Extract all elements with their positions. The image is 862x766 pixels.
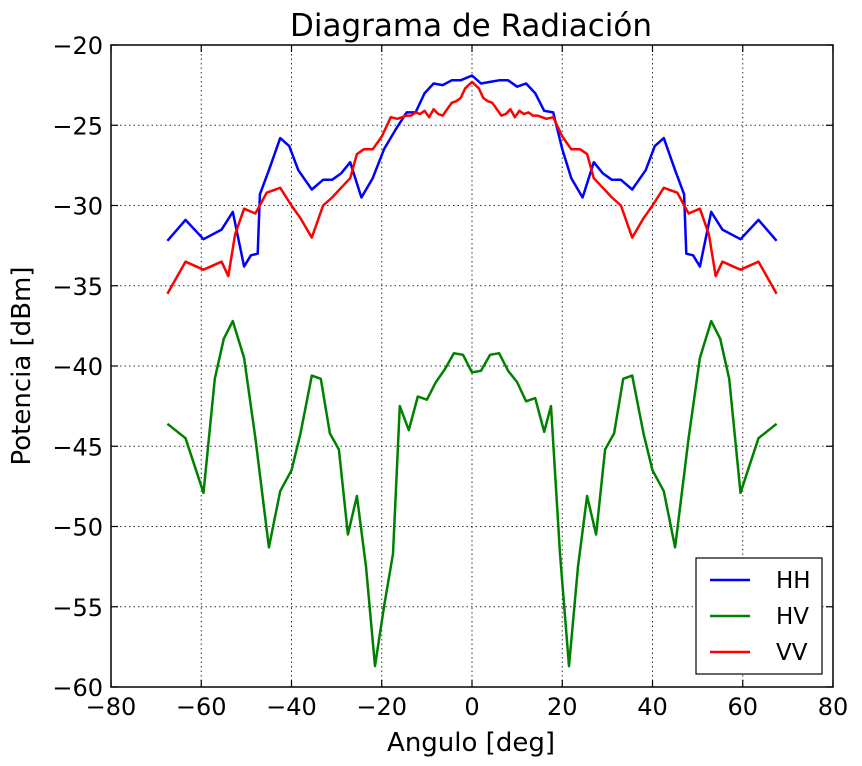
y-tick-label: −55 <box>52 594 103 622</box>
y-tick-label: −35 <box>52 273 103 301</box>
x-tick-label: 60 <box>727 693 758 721</box>
x-tick-label: −60 <box>176 693 227 721</box>
y-tick-label: −60 <box>52 674 103 702</box>
legend-label-hh: HH <box>776 568 811 594</box>
legend: HH HV VV <box>695 557 823 675</box>
x-tick-label: 40 <box>637 693 668 721</box>
x-tick-label: −40 <box>266 693 317 721</box>
grid <box>111 45 833 687</box>
axis-ticks: −80 −60 −40 −20 0 20 40 60 80−20−25−30−35−40−45−… <box>52 32 848 721</box>
series-hh-line <box>166 74 778 268</box>
series-lines <box>166 74 778 668</box>
legend-label-vv: VV <box>776 640 808 666</box>
x-tick-label: 0 <box>464 693 479 721</box>
y-tick-label: −40 <box>52 353 103 381</box>
legend-label-hv: HV <box>776 604 809 630</box>
x-axis-label: Angulo [deg] <box>387 728 555 758</box>
y-tick-label: −20 <box>52 32 103 60</box>
y-tick-label: −50 <box>52 514 103 542</box>
y-tick-label: −25 <box>52 112 103 140</box>
x-tick-label: −80 <box>86 693 137 721</box>
series-hv-line <box>166 319 778 668</box>
y-tick-label: −30 <box>52 193 103 221</box>
y-tick-label: −45 <box>52 433 103 461</box>
x-tick-label: 80 <box>818 693 849 721</box>
x-tick-label: −20 <box>356 693 407 721</box>
y-axis-label: Potencia [dBm] <box>7 267 37 466</box>
x-tick-label: 20 <box>547 693 578 721</box>
chart-title: Diagrama de Radiación <box>290 8 652 44</box>
series-vv-line <box>166 80 778 295</box>
